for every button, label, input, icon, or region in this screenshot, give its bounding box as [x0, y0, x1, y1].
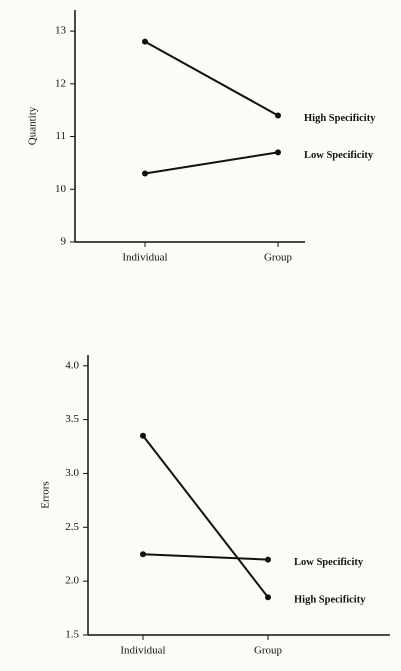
series-line [142, 435, 269, 598]
y-tick-label: 3.0 [65, 467, 79, 479]
series-line [144, 40, 279, 117]
y-tick-label: 4.0 [65, 359, 79, 371]
series-label: High Specificity [294, 595, 366, 606]
series-line [144, 151, 279, 175]
y-tick-label: 12 [55, 77, 66, 89]
series-line [142, 553, 269, 561]
y-tick-label: 2.0 [65, 575, 79, 587]
y-axis-label: Quantity [27, 106, 39, 145]
y-tick-label: 3.5 [65, 413, 79, 425]
x-tick-label: Group [254, 645, 283, 657]
y-tick-label: 11 [55, 130, 66, 142]
y-tick-label: 13 [55, 25, 67, 37]
series-label: Low Specificity [304, 150, 374, 161]
point [275, 112, 281, 119]
point [275, 149, 281, 156]
x-tick-label: Individual [122, 252, 167, 264]
point [265, 594, 271, 601]
series-label: Low Specificity [294, 557, 364, 568]
point [140, 551, 146, 558]
point [140, 432, 146, 439]
y-tick-label: 9 [61, 236, 67, 248]
point [265, 556, 271, 563]
point [142, 38, 148, 45]
x-tick-label: Group [264, 252, 293, 264]
y-tick-label: 2.5 [65, 521, 79, 533]
x-tick-label: Individual [120, 645, 165, 657]
y-axis-label: Errors [40, 481, 52, 509]
y-tick-label: 10 [55, 183, 67, 195]
series-label: High Specificity [304, 113, 376, 124]
point [142, 170, 148, 177]
y-tick-label: 1.5 [65, 629, 79, 641]
